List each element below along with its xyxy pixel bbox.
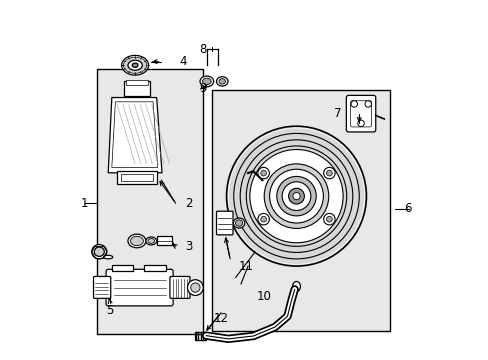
Ellipse shape bbox=[128, 60, 142, 70]
Text: 10: 10 bbox=[256, 290, 271, 303]
Circle shape bbox=[269, 169, 323, 223]
Ellipse shape bbox=[92, 244, 106, 259]
Circle shape bbox=[257, 167, 269, 179]
Text: 5: 5 bbox=[106, 305, 114, 318]
FancyBboxPatch shape bbox=[93, 276, 110, 298]
FancyBboxPatch shape bbox=[169, 276, 190, 298]
Circle shape bbox=[257, 213, 269, 225]
Circle shape bbox=[282, 182, 310, 211]
Circle shape bbox=[326, 216, 331, 222]
Ellipse shape bbox=[219, 79, 225, 84]
Text: 6: 6 bbox=[403, 202, 410, 215]
Ellipse shape bbox=[94, 247, 104, 256]
Ellipse shape bbox=[128, 234, 145, 248]
Bar bbox=[117, 171, 156, 184]
Circle shape bbox=[187, 280, 203, 296]
Circle shape bbox=[264, 164, 328, 228]
Bar bbox=[195, 332, 206, 339]
Circle shape bbox=[226, 126, 366, 266]
Circle shape bbox=[350, 101, 357, 107]
Ellipse shape bbox=[202, 78, 211, 85]
Bar bbox=[124, 81, 150, 96]
Text: 4: 4 bbox=[180, 55, 187, 68]
FancyBboxPatch shape bbox=[216, 211, 233, 235]
Ellipse shape bbox=[235, 220, 242, 226]
FancyBboxPatch shape bbox=[106, 269, 173, 306]
Text: 11: 11 bbox=[238, 260, 253, 273]
Bar bbox=[157, 236, 171, 245]
Circle shape bbox=[292, 193, 300, 200]
Ellipse shape bbox=[145, 237, 156, 245]
Ellipse shape bbox=[233, 218, 244, 228]
Bar bbox=[144, 265, 165, 271]
Polygon shape bbox=[108, 98, 162, 173]
Text: 9: 9 bbox=[199, 82, 206, 95]
Circle shape bbox=[249, 149, 343, 243]
Ellipse shape bbox=[123, 57, 146, 73]
Ellipse shape bbox=[216, 77, 227, 86]
Circle shape bbox=[323, 167, 334, 179]
Text: 1: 1 bbox=[81, 197, 88, 210]
Circle shape bbox=[326, 170, 331, 176]
Bar bbox=[126, 80, 148, 85]
Bar bbox=[112, 265, 133, 271]
Ellipse shape bbox=[292, 282, 300, 292]
Text: 2: 2 bbox=[185, 197, 192, 210]
FancyBboxPatch shape bbox=[346, 95, 375, 132]
Bar bbox=[212, 90, 389, 330]
Text: 12: 12 bbox=[213, 311, 228, 325]
Circle shape bbox=[323, 213, 334, 225]
Circle shape bbox=[288, 188, 304, 204]
Text: 8: 8 bbox=[199, 42, 206, 55]
Bar bbox=[121, 174, 153, 181]
Circle shape bbox=[364, 101, 371, 107]
Ellipse shape bbox=[200, 76, 213, 87]
Circle shape bbox=[276, 176, 316, 216]
Bar bbox=[97, 69, 203, 334]
Circle shape bbox=[190, 283, 200, 292]
Text: 7: 7 bbox=[333, 107, 341, 120]
Ellipse shape bbox=[122, 55, 148, 75]
Circle shape bbox=[260, 216, 266, 222]
Ellipse shape bbox=[130, 236, 143, 246]
Circle shape bbox=[260, 170, 266, 176]
Ellipse shape bbox=[103, 255, 112, 259]
Circle shape bbox=[357, 120, 364, 127]
Ellipse shape bbox=[132, 63, 138, 67]
Text: 3: 3 bbox=[185, 240, 192, 253]
Ellipse shape bbox=[148, 239, 154, 243]
